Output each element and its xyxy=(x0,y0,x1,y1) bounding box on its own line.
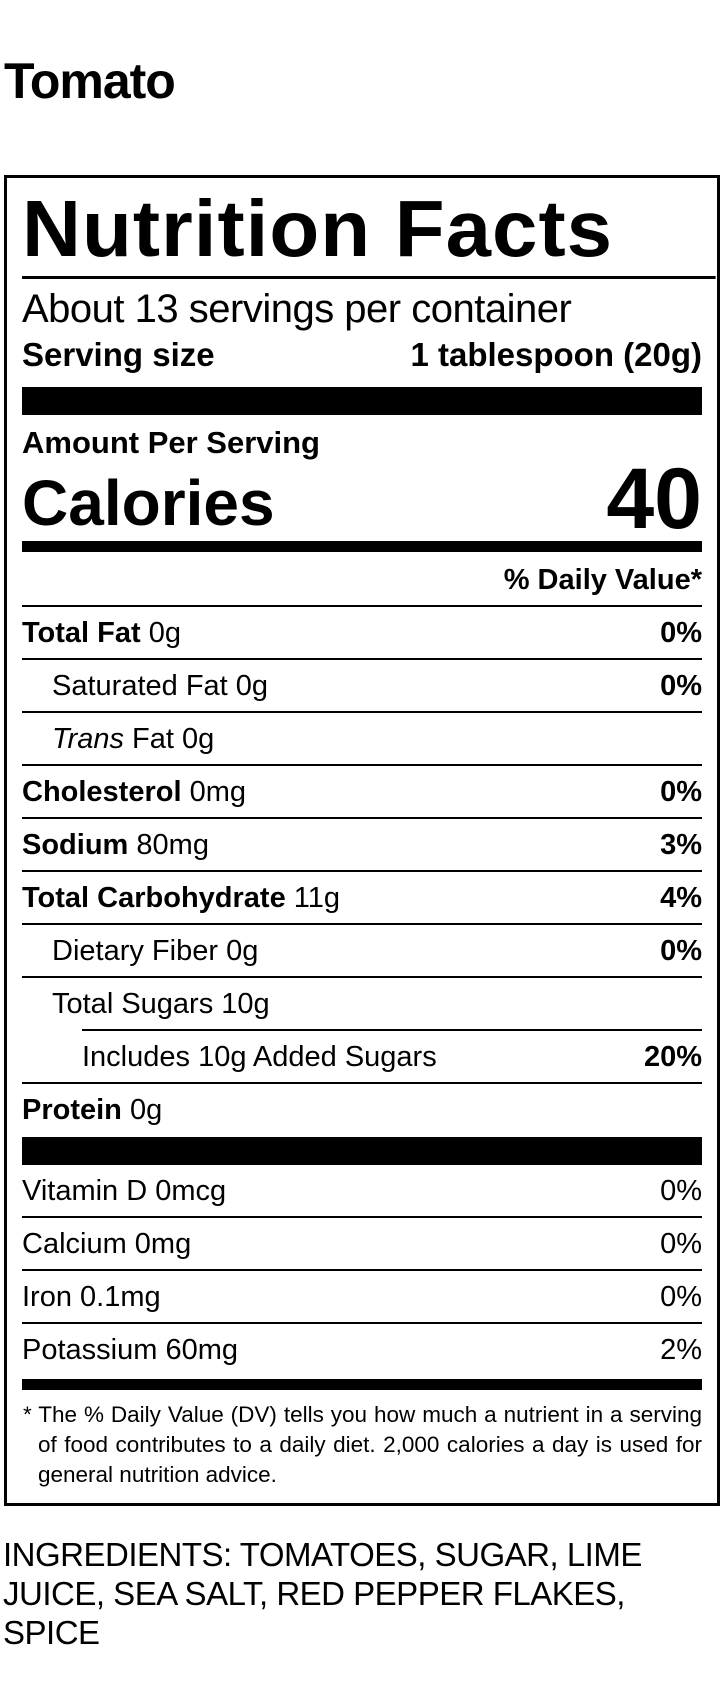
nutrient-name: Total Fat xyxy=(22,617,141,649)
nutrient-name: Saturated Fat xyxy=(52,670,228,702)
vitamin-row: Vitamin D 0mcg 0% xyxy=(22,1165,702,1218)
nutrient-row: Cholesterol 0mg 0% xyxy=(22,766,702,819)
nutrient-dv: 3% xyxy=(660,829,702,861)
nutrient-row: Dietary Fiber 0g 0% xyxy=(22,925,702,978)
calories-label: Calories xyxy=(22,467,275,539)
medium-divider xyxy=(22,541,702,552)
vitamin-text: Calcium 0mg xyxy=(22,1228,192,1260)
nutrient-name-rest: Fat xyxy=(132,723,174,755)
nutrient-row: Total Fat 0g 0% xyxy=(22,607,702,660)
nutrient-row: Protein 0g xyxy=(22,1084,702,1137)
nutrient-name: Trans xyxy=(52,723,124,755)
vitamin-dv: 2% xyxy=(660,1334,702,1366)
nutrient-name: Protein xyxy=(22,1094,122,1126)
nutrient-dv: 4% xyxy=(660,882,702,914)
ingredients: INGREDIENTS: TOMATOES, SUGAR, LIME JUICE… xyxy=(3,1536,642,1651)
nutrient-dv: 0% xyxy=(660,617,702,649)
calories-value: 40 xyxy=(606,451,702,547)
nutrient-row: Trans Fat 0g xyxy=(22,713,702,766)
nutrient-amount: 0g xyxy=(235,670,269,702)
added-sugars-divider xyxy=(82,1029,702,1031)
label-title: Nutrition Facts xyxy=(22,178,716,279)
nutrient-amount: 0mg xyxy=(189,776,247,808)
thick-divider xyxy=(22,1137,702,1165)
medium-divider xyxy=(22,1379,702,1390)
nutrient-dv: 0% xyxy=(660,670,702,702)
thick-divider xyxy=(22,387,702,415)
nutrient-dv: 0% xyxy=(660,776,702,808)
vitamin-dv: 0% xyxy=(660,1175,702,1207)
vitamin-text: Vitamin D 0mcg xyxy=(22,1175,227,1207)
vitamin-text: Iron 0.1mg xyxy=(22,1281,161,1313)
product-title: Tomato xyxy=(4,53,176,109)
calories-row: Calories 40 xyxy=(22,451,702,547)
nutrient-row: Total Carbohydrate 11g 4% xyxy=(22,872,702,925)
nutrient-amount: 0g xyxy=(182,723,215,755)
nutrient-amount: 80mg xyxy=(136,829,209,861)
nutrient-name: Sodium xyxy=(22,829,129,861)
nutrient-amount: 10g xyxy=(221,988,270,1020)
amount-per-serving: Amount Per Serving xyxy=(22,425,320,460)
daily-value-header: % Daily Value* xyxy=(22,552,702,607)
vitamin-row: Calcium 0mg 0% xyxy=(22,1218,702,1271)
nutrient-amount: 0g xyxy=(129,1094,163,1126)
nutrient-name: Dietary Fiber xyxy=(52,935,218,967)
footnote: * The % Daily Value (DV) tells you how m… xyxy=(23,1402,702,1487)
vitamin-text: Potassium 60mg xyxy=(22,1334,238,1366)
nutrient-dv: 0% xyxy=(660,935,702,967)
serving-size-label: Serving size xyxy=(22,336,215,373)
nutrient-name: Cholesterol xyxy=(22,776,182,808)
serving-size: Serving size 1 tablespoon (20g) xyxy=(22,337,702,383)
vitamin-row: Potassium 60mg 2% xyxy=(22,1324,702,1377)
nutrient-name: Total Carbohydrate xyxy=(22,882,286,914)
vitamin-dv: 0% xyxy=(660,1281,702,1313)
vitamin-dv: 0% xyxy=(660,1228,702,1260)
nutrient-amount: 11g xyxy=(293,882,341,914)
nutrient-name: Includes 10g Added Sugars xyxy=(82,1041,437,1073)
serving-size-value: 1 tablespoon (20g) xyxy=(410,336,702,373)
nutrient-dv: 20% xyxy=(643,1041,702,1073)
vitamin-row: Iron 0.1mg 0% xyxy=(22,1271,702,1324)
nutrient-amount: 0g xyxy=(148,617,182,649)
nutrient-row: Saturated Fat 0g 0% xyxy=(22,660,702,713)
nutrient-row: Sodium 80mg 3% xyxy=(22,819,702,872)
nutrition-facts-label: Nutrition Facts About 13 servings per co… xyxy=(4,175,720,1506)
servings-per-container: About 13 servings per container xyxy=(22,287,572,331)
nutrient-row: Includes 10g Added Sugars 20% xyxy=(22,1031,702,1084)
nutrient-amount: 0g xyxy=(226,935,259,967)
nutrient-name: Total Sugars xyxy=(52,988,214,1020)
nutrient-row: Total Sugars 10g xyxy=(22,978,702,1031)
